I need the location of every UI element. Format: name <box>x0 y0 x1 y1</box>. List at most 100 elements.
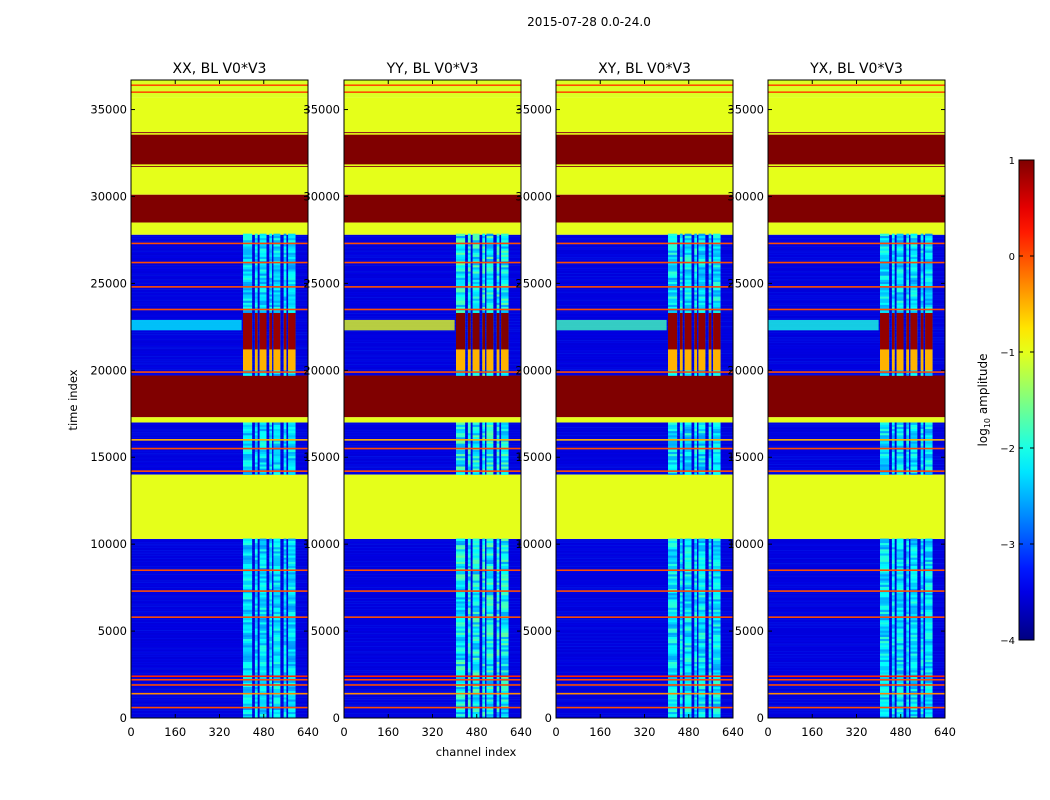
rfi-cell <box>698 441 706 444</box>
rfi-cell <box>708 649 712 652</box>
rfi-cell <box>708 636 712 640</box>
rfi-cell <box>269 472 273 475</box>
rfi-cell <box>694 576 698 579</box>
rfi-cell <box>708 592 712 596</box>
rfi-cell <box>467 468 471 471</box>
noise-row <box>344 303 521 305</box>
noise-row <box>131 644 308 646</box>
noise-row <box>131 359 308 361</box>
noise-row <box>556 690 733 692</box>
rfi-cell <box>486 237 494 241</box>
noise-row <box>131 666 308 668</box>
rfi-cell <box>501 369 509 372</box>
rfi-cell <box>501 373 509 376</box>
noise-row <box>131 268 308 270</box>
rfi-cell <box>472 426 480 430</box>
rfi-cell <box>456 626 466 629</box>
rfi-cell <box>269 709 273 713</box>
noise-row <box>131 457 308 459</box>
noise-row <box>556 343 733 345</box>
rfi-line <box>344 616 521 618</box>
rfi-cell <box>243 670 253 673</box>
flag-band <box>131 194 308 223</box>
rfi-cell <box>708 674 712 677</box>
noise-row <box>131 260 308 262</box>
rfi-cell <box>456 622 466 625</box>
rfi-cell <box>694 567 698 571</box>
noise-row <box>131 356 308 358</box>
rfi-cell <box>496 684 500 688</box>
noise-row <box>768 542 945 543</box>
noise-row <box>344 435 521 437</box>
noise-row <box>768 634 945 636</box>
noise-row <box>131 670 308 671</box>
rfi-cell <box>501 661 509 665</box>
rfi-cell <box>254 697 258 700</box>
rfi-cell <box>708 586 712 589</box>
rfi-cell <box>496 549 500 552</box>
rfi-cell <box>283 457 287 461</box>
rfi-cell <box>698 544 706 548</box>
rfi-cell <box>496 617 500 621</box>
noise-row <box>344 703 521 705</box>
rfi-cell <box>456 686 466 690</box>
rfi-cell <box>668 434 678 438</box>
rfi-cell <box>496 290 500 293</box>
noise-row <box>768 244 945 246</box>
rfi-cell <box>472 267 480 270</box>
noise-row <box>344 335 521 337</box>
rfi-cell <box>283 538 287 541</box>
noise-row <box>556 362 733 364</box>
rfi-cell <box>472 546 480 550</box>
rfi-cell <box>880 701 890 704</box>
rfi-cell <box>273 571 281 575</box>
noise-row <box>344 257 521 258</box>
rfi-cell <box>273 676 281 679</box>
rfi-cell <box>283 553 287 556</box>
rfi-cell <box>501 705 509 708</box>
rfi-cell <box>472 711 480 715</box>
noise-row <box>556 306 733 308</box>
rfi-cell <box>496 655 500 658</box>
rfi-cell <box>694 451 698 455</box>
rfi-cell <box>496 237 500 241</box>
rfi-cell <box>694 607 698 610</box>
rfi-cell <box>698 555 706 558</box>
rfi-cell <box>708 306 712 310</box>
rfi-cell <box>496 453 500 457</box>
rfi-cell <box>708 624 712 627</box>
noise-row <box>344 263 521 265</box>
rfi-cell <box>269 576 273 579</box>
rfi-cell <box>472 624 480 627</box>
rfi-cell <box>269 588 273 592</box>
rfi-cell <box>679 434 683 438</box>
rfi-cell <box>501 426 509 430</box>
rfi-line <box>344 569 521 572</box>
rfi-cell <box>486 443 494 446</box>
noise-row <box>768 373 945 375</box>
noise-row <box>131 630 308 631</box>
rfi-cell <box>283 441 287 444</box>
noise-row <box>556 359 733 361</box>
rfi-cell <box>288 582 296 585</box>
rfi-cell <box>501 634 509 637</box>
noise-row <box>131 641 308 643</box>
noise-row <box>556 282 733 284</box>
rfi-cell <box>472 464 480 467</box>
rfi-cell <box>496 580 500 583</box>
rfi-cell <box>472 296 480 299</box>
noise-row <box>344 343 521 345</box>
rfi-cell <box>482 559 486 562</box>
rfi-cell <box>501 649 509 652</box>
rfi-cell <box>501 549 509 552</box>
rfi-cell <box>259 622 267 625</box>
rfi-cell <box>496 703 500 706</box>
rfi-cell <box>713 561 721 564</box>
rfi-cell <box>254 713 258 717</box>
rfi-cell <box>243 551 253 554</box>
rfi-cell <box>698 426 706 430</box>
rfi-cell <box>482 462 486 465</box>
rfi-cell <box>288 292 296 295</box>
y-tick-label: 20000 <box>90 363 127 377</box>
rfi-cell <box>273 462 281 465</box>
